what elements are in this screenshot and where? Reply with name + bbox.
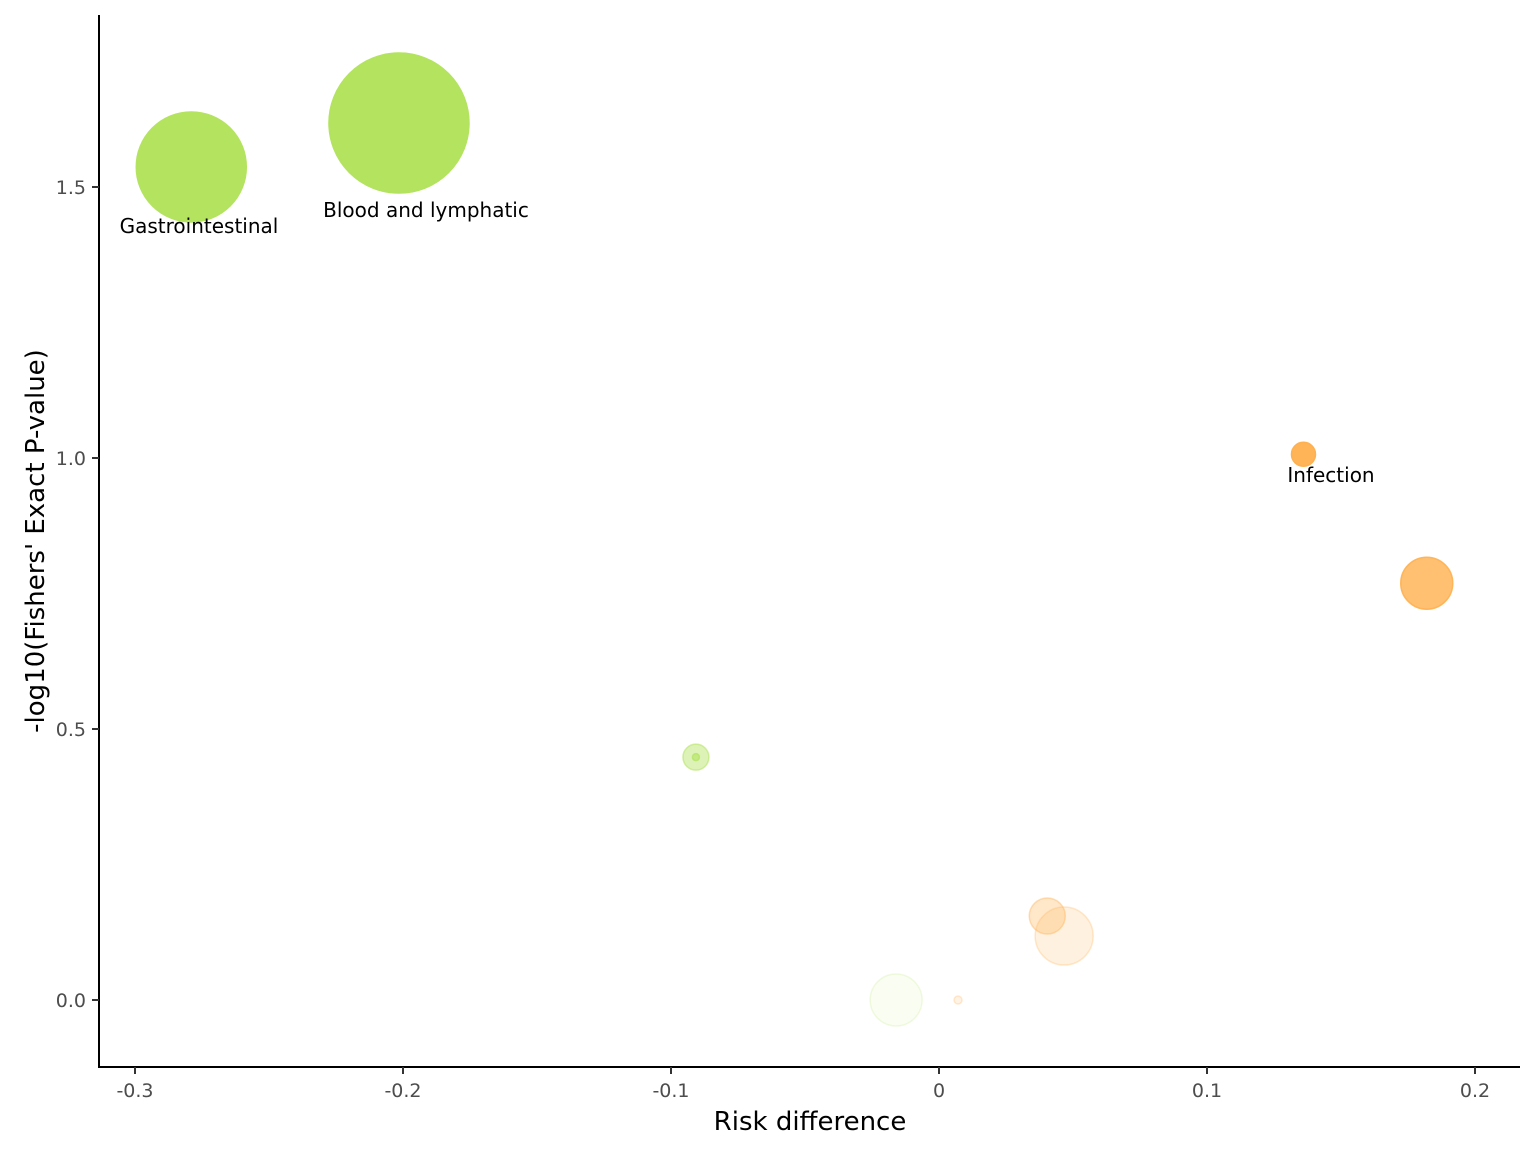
x-tick-label: -0.1 <box>652 1080 689 1102</box>
y-tick-label: 1.5 <box>56 177 86 199</box>
points-layer <box>135 52 1454 1027</box>
data-point <box>135 111 248 223</box>
x-tick-label: 0 <box>933 1080 945 1102</box>
x-ticks: -0.3 -0.2 -0.1 0 0.1 0.2 <box>116 1067 1490 1102</box>
point-label: Blood and lymphatic <box>323 198 529 222</box>
point-label: Infection <box>1287 463 1374 487</box>
data-point <box>953 995 963 1005</box>
data-point <box>1034 906 1094 966</box>
point-labels: Gastrointestinal Blood and lymphatic Infec… <box>120 198 1375 487</box>
data-point <box>1028 897 1067 935</box>
y-ticks: 0.0 0.5 1.0 1.5 <box>56 177 99 1012</box>
data-point <box>1400 556 1454 610</box>
x-tick-label: 0.1 <box>1192 1080 1222 1102</box>
x-tick-label: -0.2 <box>384 1080 421 1102</box>
data-point <box>1290 441 1317 467</box>
y-tick-label: 0.0 <box>56 990 86 1012</box>
data-point <box>691 752 701 762</box>
y-axis-label: -log10(Fishers' Exact P-value) <box>21 349 51 733</box>
data-point <box>869 973 923 1027</box>
point-label: Gastrointestinal <box>120 214 279 238</box>
x-axis-label: Risk difference <box>714 1107 907 1137</box>
data-point <box>328 52 470 194</box>
y-tick-label: 0.5 <box>56 719 86 741</box>
x-tick-label: 0.2 <box>1460 1080 1490 1102</box>
y-tick-label: 1.0 <box>56 448 86 470</box>
x-tick-label: -0.3 <box>116 1080 153 1102</box>
